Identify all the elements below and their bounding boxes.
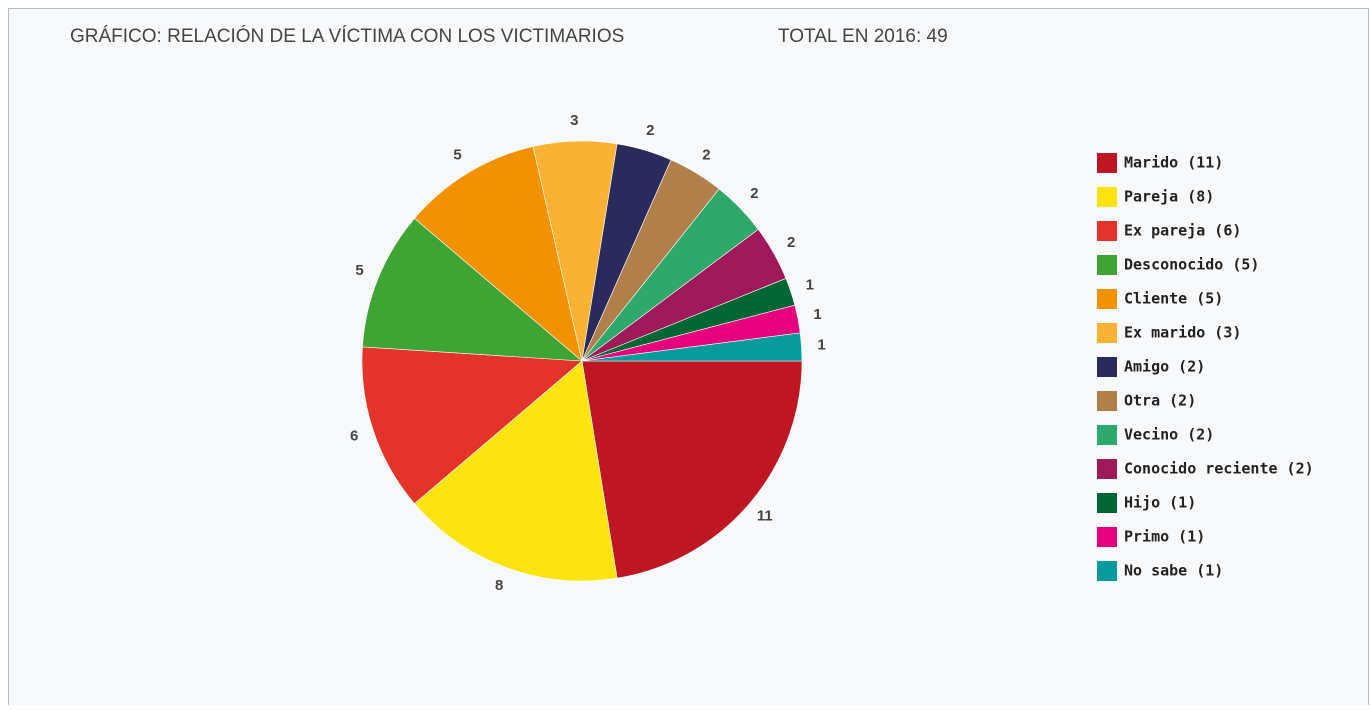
data-label: 3: [570, 112, 578, 129]
legend-swatch: [1097, 357, 1117, 377]
pie-slice: [362, 217, 583, 362]
legend-label: Cliente (5): [1124, 290, 1223, 308]
data-label: 2: [787, 234, 795, 251]
pie-slice: [361, 346, 583, 505]
data-label: 11: [757, 508, 773, 525]
legend-swatch: [1097, 153, 1117, 173]
legend-swatch: [1097, 561, 1117, 581]
legend-label: No sabe (1): [1124, 562, 1223, 580]
data-label: 1: [806, 276, 814, 293]
pie-slice: [414, 146, 583, 362]
legend-label: Otra (2): [1124, 392, 1196, 410]
legend-swatch: [1097, 221, 1117, 241]
legend-label: Ex pareja (6): [1124, 222, 1241, 240]
legend-label: Hijo (1): [1124, 494, 1196, 512]
data-label: 6: [350, 428, 358, 445]
pie-slice: [581, 332, 803, 362]
data-label: 5: [355, 262, 363, 279]
legend-swatch: [1097, 425, 1117, 445]
legend-swatch: [1097, 187, 1117, 207]
legend-label: Desconocido (5): [1124, 256, 1259, 274]
data-label: 1: [817, 337, 825, 354]
legend-swatch: [1097, 255, 1117, 275]
chart-title: GRÁFICO: RELACIÓN DE LA VÍCTIMA CON LOS …: [70, 25, 624, 47]
data-label: 2: [750, 185, 758, 202]
legend-label: Pareja (8): [1124, 188, 1214, 206]
legend-swatch: [1097, 391, 1117, 411]
legend-label: Primo (1): [1124, 528, 1205, 546]
data-label: 1: [813, 306, 821, 323]
legend-swatch: [1097, 323, 1117, 343]
legend-swatch: [1097, 289, 1117, 309]
data-label: 5: [453, 147, 461, 164]
legend-label: Ex marido (3): [1124, 324, 1241, 342]
legend-label: Amigo (2): [1124, 358, 1205, 376]
legend-swatch: [1097, 527, 1117, 547]
legend-label: Vecino (2): [1124, 426, 1214, 444]
legend-swatch: [1097, 493, 1117, 513]
legend-label: Conocido reciente (2): [1124, 460, 1314, 478]
pie-slice: [414, 360, 618, 582]
data-label: 8: [495, 577, 503, 594]
legend-swatch: [1097, 459, 1117, 479]
legend-label: Marido (11): [1124, 154, 1223, 172]
pie-slice: [581, 360, 803, 579]
chart-subtitle: TOTAL EN 2016: 49: [778, 26, 948, 47]
data-label: 2: [646, 122, 654, 139]
data-label: 2: [702, 147, 710, 164]
